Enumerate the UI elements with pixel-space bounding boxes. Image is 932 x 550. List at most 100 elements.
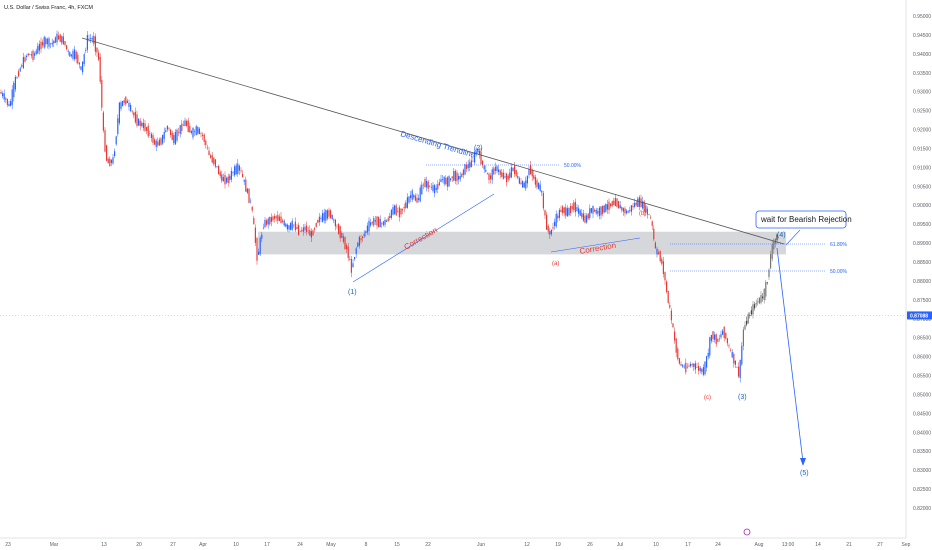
descending-trendline[interactable]	[81, 37, 785, 245]
candle-body	[6, 98, 8, 105]
candle-body	[78, 62, 80, 65]
candle-body	[512, 167, 514, 171]
candle-body	[450, 178, 452, 181]
candle-body	[222, 177, 224, 182]
candle-body	[3, 93, 5, 100]
candle-body	[309, 229, 311, 236]
candle-body	[32, 50, 34, 60]
candle-body	[371, 222, 373, 224]
candle-body	[408, 196, 410, 203]
candle-body	[130, 105, 132, 111]
y-tick-label: 0.91000	[913, 165, 931, 171]
candle-body	[18, 71, 20, 77]
candle-body	[477, 149, 479, 153]
candle-body	[472, 160, 474, 162]
candle-body	[123, 100, 125, 103]
candle-body	[131, 110, 133, 112]
candle-body	[74, 49, 76, 60]
candle-body	[587, 213, 589, 219]
candle-body	[574, 201, 576, 213]
time-axis[interactable]: 23 Mar 13 20 27 Apr 10 17 24 May 8 15 22 Jun 12 19 26 Jul…	[5, 542, 910, 548]
candle-body	[760, 295, 762, 303]
candle-body	[206, 147, 208, 149]
price-axis[interactable]: 0.95000 0.94500 0.94000 0.93500 0.93000 0.925…	[913, 14, 931, 512]
candle-body	[755, 302, 757, 305]
x-tick-label: 27	[877, 542, 883, 548]
candle-body	[280, 216, 282, 223]
candle-body	[682, 365, 684, 367]
candle-body	[77, 54, 79, 64]
candle-body	[163, 131, 165, 139]
candle-body	[670, 310, 672, 321]
correction-line-2[interactable]	[550, 237, 641, 253]
candle-body	[613, 200, 615, 205]
candle-body	[669, 305, 671, 308]
event-marker-icon[interactable]	[743, 528, 751, 536]
candle-body	[16, 77, 18, 79]
candle-body	[698, 365, 700, 371]
candle-body	[381, 223, 383, 225]
candle-body	[594, 209, 596, 212]
candle-body	[200, 133, 202, 134]
candle-body	[629, 209, 631, 212]
candle-body	[258, 251, 260, 255]
candle-body	[522, 180, 524, 188]
candle-body	[557, 215, 559, 219]
candle-body	[520, 182, 522, 184]
candle-body	[298, 225, 300, 235]
candle-body	[101, 79, 103, 108]
candle-body	[99, 56, 101, 82]
candle-body	[22, 57, 24, 69]
candle-body	[45, 38, 47, 45]
x-tick-label: 23	[5, 542, 11, 548]
callout-box[interactable]	[755, 210, 847, 229]
candle-body	[286, 224, 288, 230]
candle-body	[602, 205, 604, 214]
candle-body	[770, 254, 772, 269]
candle-body	[654, 242, 656, 249]
candle-body	[739, 359, 741, 379]
candle-body	[120, 102, 122, 109]
candle-body	[696, 367, 698, 368]
candle-body	[70, 54, 72, 57]
bearish-projection-arrow[interactable]	[776, 247, 804, 463]
candle-body	[195, 126, 197, 136]
x-tick-label: Jun	[477, 542, 485, 548]
wave-label-a: (a)	[552, 261, 559, 267]
callout-pointer	[785, 229, 801, 246]
candle-body	[550, 229, 552, 235]
candle-body	[467, 164, 469, 168]
candle-body	[757, 301, 759, 303]
x-tick-label: Aug	[755, 542, 764, 548]
candle-body	[216, 166, 218, 167]
candle-body	[397, 211, 399, 212]
candle-body	[432, 185, 434, 192]
candle-body	[122, 100, 124, 107]
candle-body	[2, 93, 4, 97]
candle-body	[72, 50, 74, 59]
candle-body	[229, 175, 231, 180]
candle-body	[690, 363, 692, 367]
candle-body	[75, 51, 77, 59]
candle-body	[307, 230, 309, 232]
candle-body	[547, 225, 549, 232]
candle-body	[640, 198, 642, 208]
candle-body	[162, 134, 164, 144]
candle-body	[442, 179, 444, 180]
candle-body	[610, 203, 612, 207]
candle-body	[378, 217, 380, 228]
candle-body	[107, 158, 109, 164]
candle-body	[421, 184, 423, 195]
candle-body	[350, 258, 352, 273]
candle-body	[176, 129, 178, 141]
support-resistance-zone[interactable]	[258, 231, 786, 255]
candle-body	[40, 41, 42, 50]
candle-body	[133, 112, 135, 116]
current-price-tag[interactable]	[907, 311, 932, 320]
candle-body	[322, 213, 324, 222]
candle-body	[283, 220, 285, 226]
candle-body	[582, 213, 584, 221]
correction-line-1[interactable]	[352, 193, 495, 283]
candle-body	[334, 219, 336, 227]
candle-body	[379, 218, 381, 228]
